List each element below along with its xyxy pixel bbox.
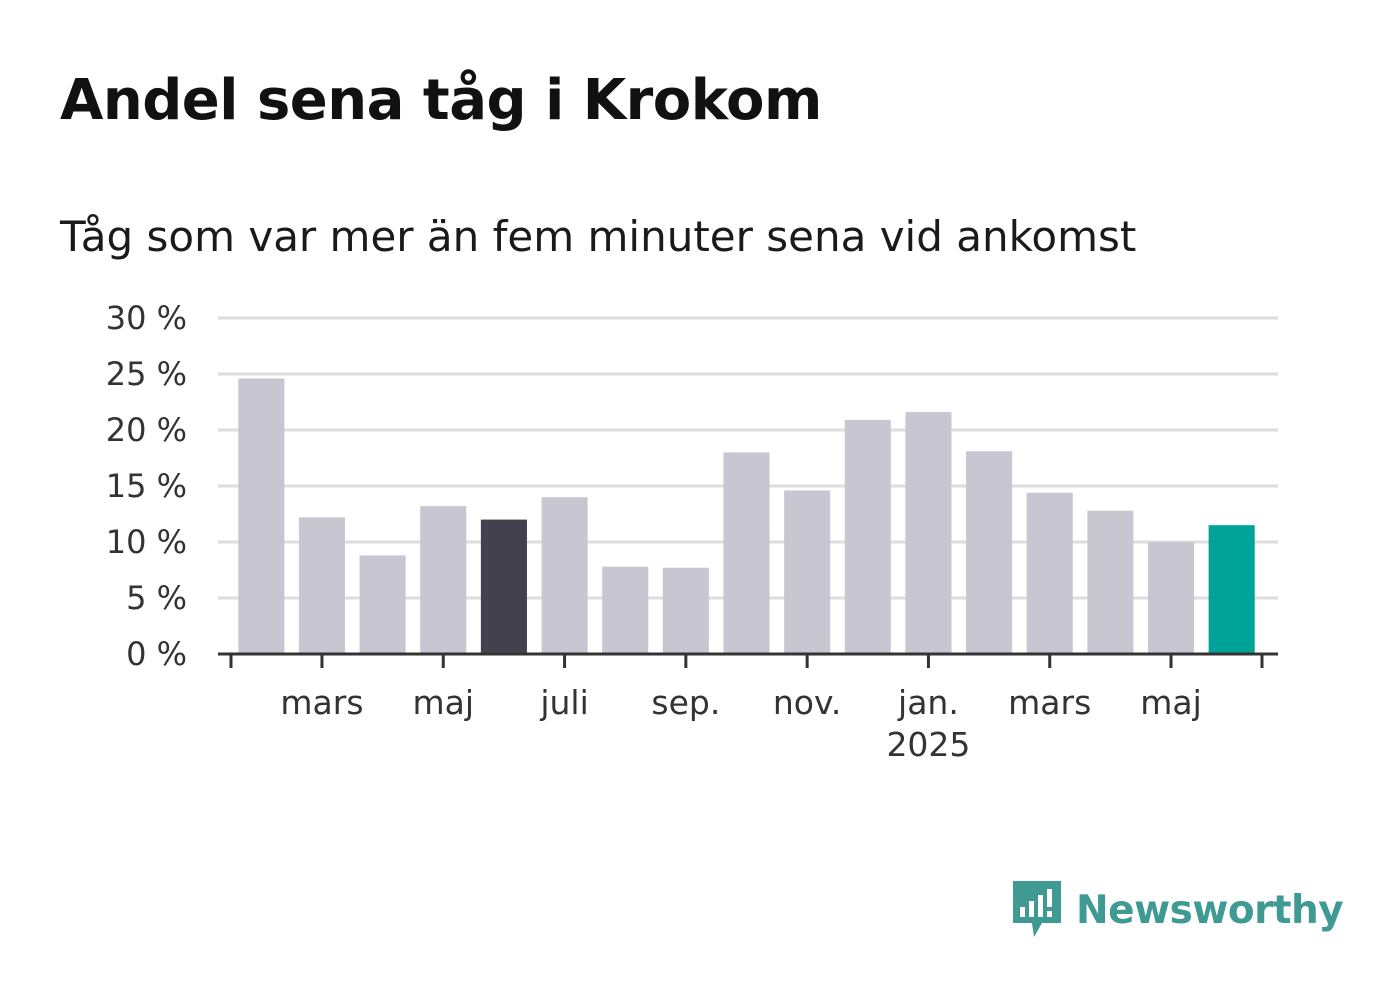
x-tick-label: maj	[412, 683, 474, 722]
bar-2025-01	[905, 412, 952, 654]
chart-title: Andel sena tåg i Krokom	[60, 68, 822, 133]
bar-chart-speech-bubble-icon	[1013, 881, 1061, 937]
y-tick-label: 10 %	[106, 523, 187, 561]
bar-2024-12	[844, 419, 891, 654]
x-tick-label: nov.	[773, 683, 842, 722]
bar-2024-02	[238, 378, 285, 654]
bar-2025-02	[966, 451, 1013, 654]
bar-2025-05	[1147, 542, 1195, 654]
y-axis-ticks: 0 % 5 % 10 % 15 % 20 % 25 % 30 %	[106, 299, 187, 673]
bar-2025-06	[1208, 525, 1255, 654]
bar-2024-09	[662, 567, 709, 654]
bar-2024-04	[359, 555, 406, 654]
y-tick-label: 20 %	[106, 411, 187, 449]
x-tick-label: jan.	[897, 683, 959, 722]
y-tick-label: 5 %	[126, 579, 187, 617]
bar-2024-07	[541, 497, 588, 654]
bar-2025-03	[1026, 492, 1073, 654]
x-tick-label: mars	[1008, 683, 1091, 722]
bar-2024-08	[602, 566, 649, 654]
y-tick-label: 30 %	[106, 299, 187, 337]
x-axis-ticks: mars maj juli sep. nov. jan.2025 mars maj	[280, 683, 1201, 764]
x-tick-label: mars	[280, 683, 363, 722]
bar-2025-04	[1087, 510, 1134, 654]
x-axis	[218, 652, 1278, 668]
bar-2024-05	[420, 506, 467, 654]
bar-2024-11	[784, 490, 831, 654]
bar-2024-03	[298, 517, 346, 654]
y-tick-label: 25 %	[106, 355, 187, 393]
x-tick-label: maj	[1140, 683, 1202, 722]
x-tick-year-label: 2025	[886, 725, 970, 764]
chart-subtitle: Tåg som var mer än fem minuter sena vid …	[60, 212, 1137, 261]
newsworthy-logo: Newsworthy	[1010, 878, 1344, 942]
x-tick-label: juli	[539, 683, 588, 722]
bar-2024-10	[723, 452, 770, 654]
y-tick-label: 0 %	[126, 635, 187, 673]
y-tick-label: 15 %	[106, 467, 187, 505]
bar-2024-06	[480, 519, 527, 654]
x-tick-label: sep.	[651, 683, 720, 722]
bars	[238, 378, 1255, 654]
logo-text: Newsworthy	[1076, 887, 1344, 933]
